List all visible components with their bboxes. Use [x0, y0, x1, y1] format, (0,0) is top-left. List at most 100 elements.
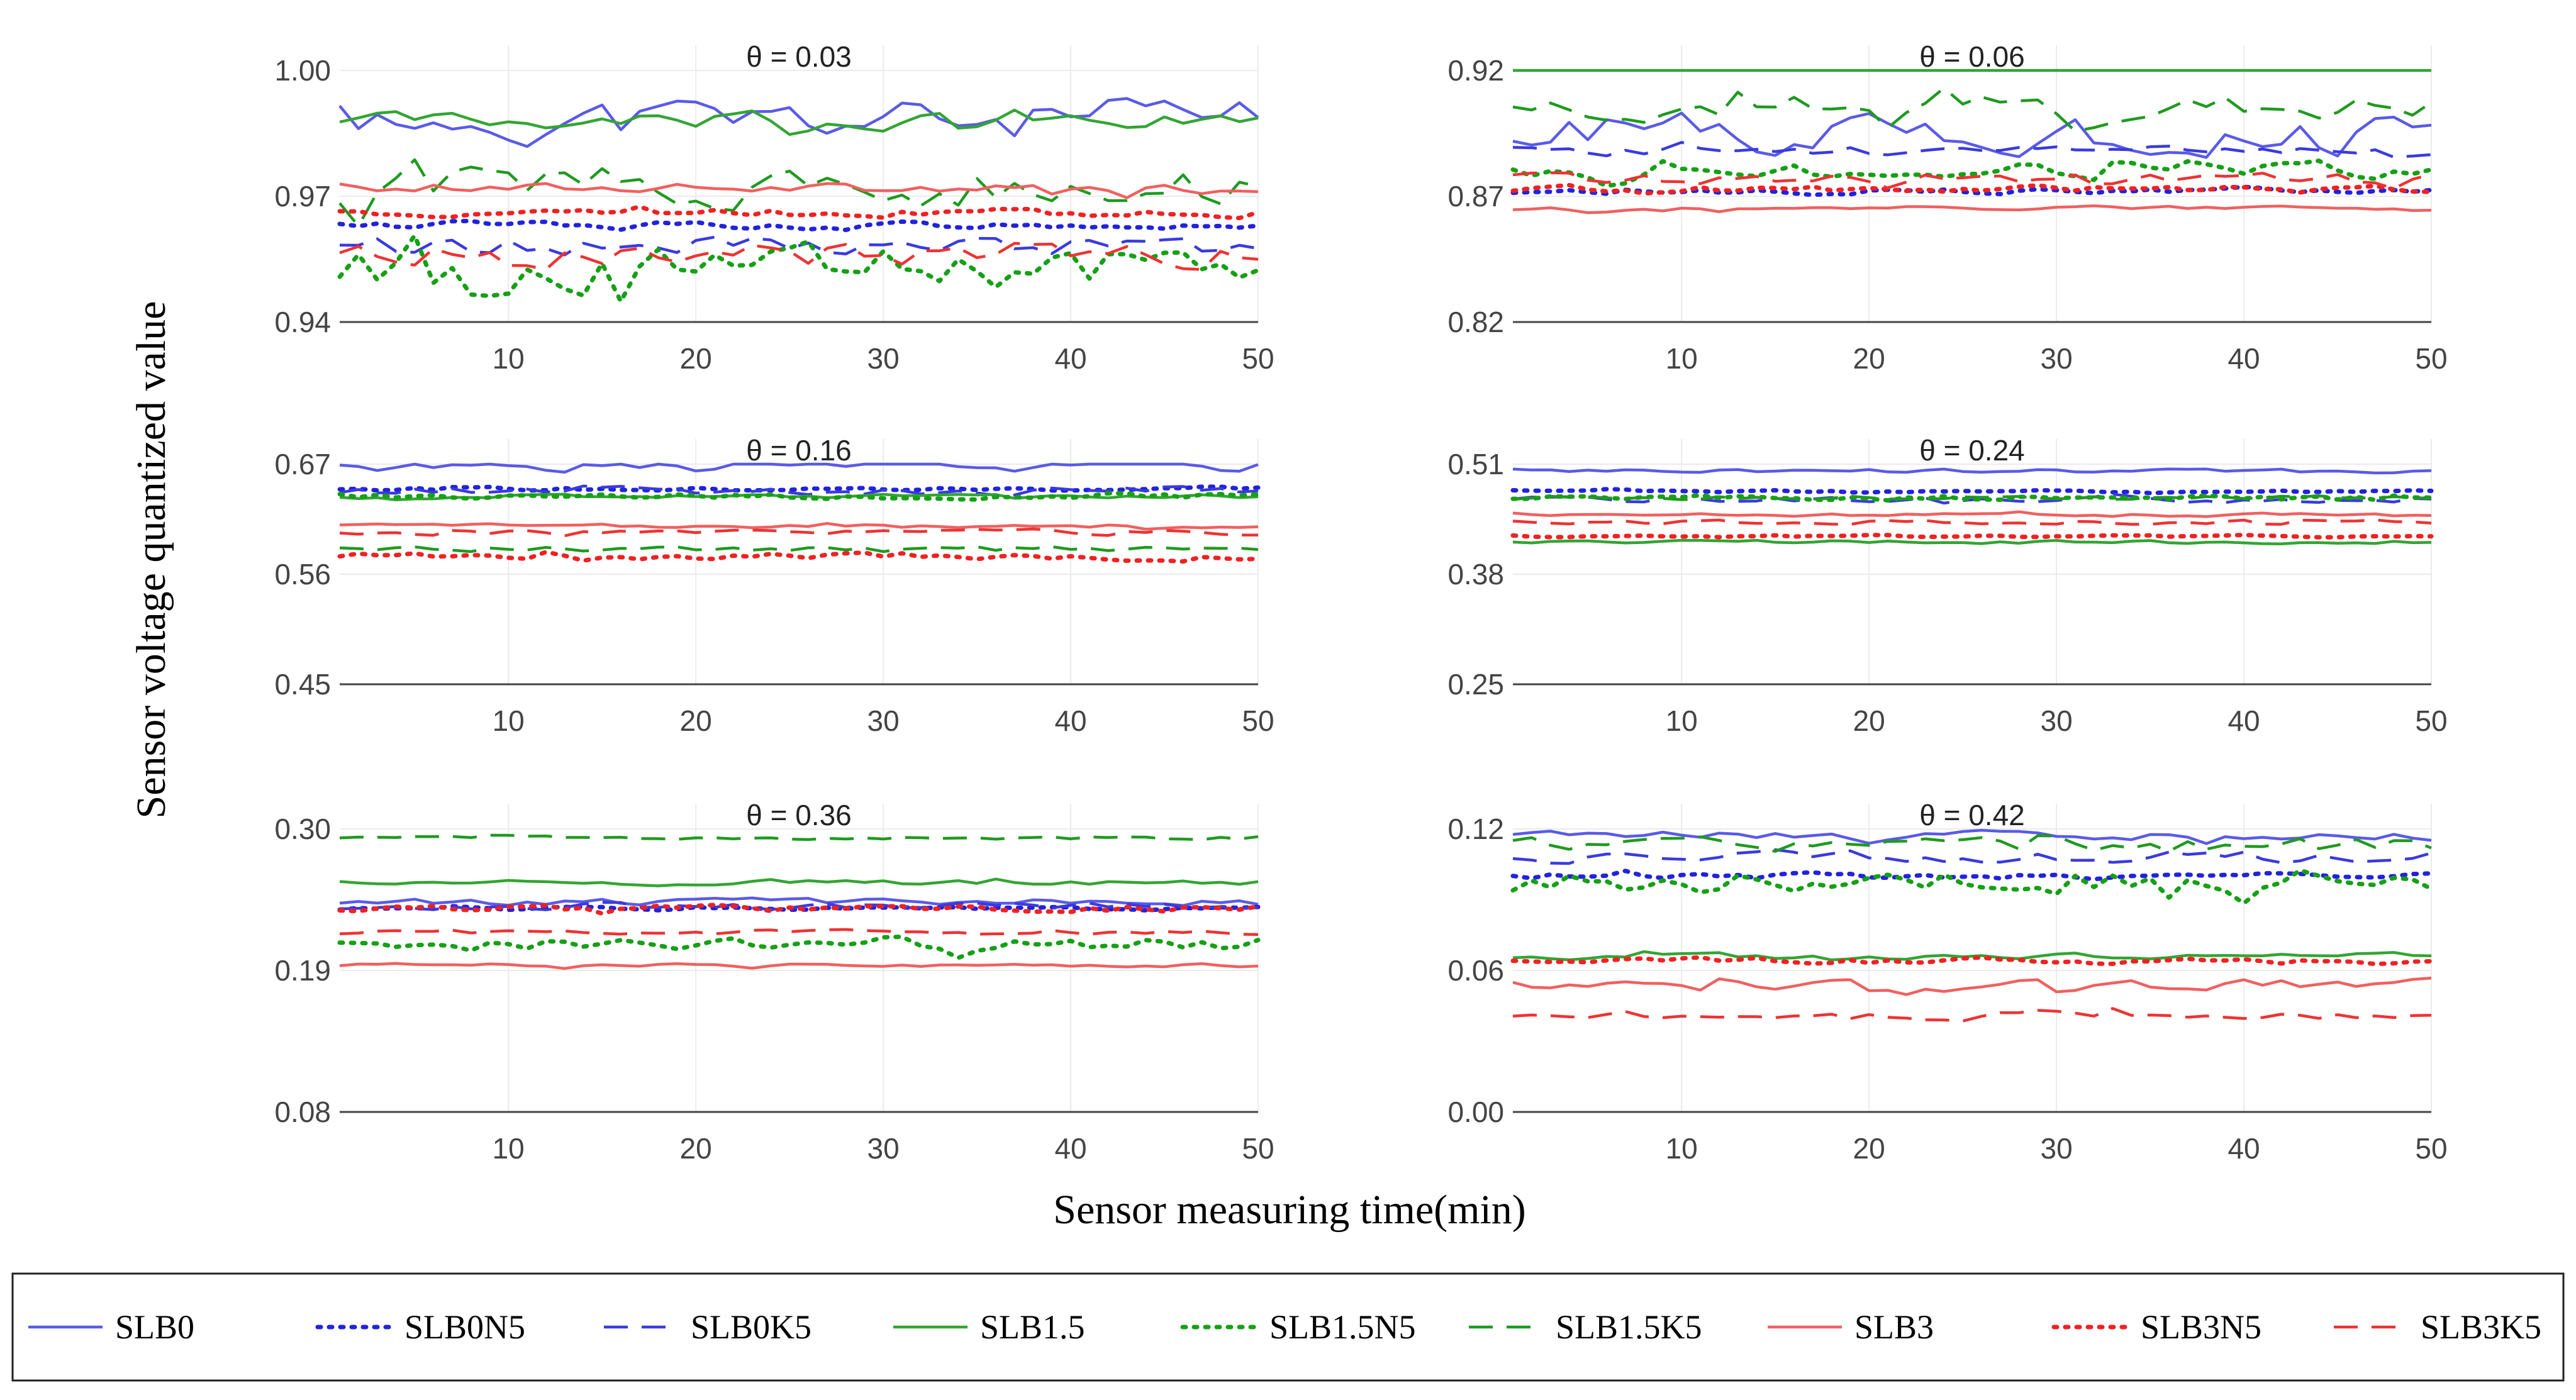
- series-line-slb3: [1512, 204, 2432, 214]
- series-line-slb3n5: [337, 204, 1261, 221]
- series-line-slb3: [1512, 510, 2432, 518]
- x-tick-label: 50: [2415, 704, 2447, 737]
- series-line-slb1-5: [339, 492, 1259, 502]
- y-tick-label: 0.45: [274, 668, 331, 701]
- panel-3: 0.45 0.56 0.67 10 20 30 40 50 θ = 0.16: [274, 434, 1274, 737]
- series-line-slb0k5: [339, 235, 1259, 257]
- y-tick-label: 0.08: [274, 1096, 331, 1128]
- x-tick-label: 40: [1054, 1132, 1086, 1165]
- y-tick-label: 0.06: [1447, 954, 1504, 987]
- series-line-slb1-5: [1512, 538, 2432, 545]
- series-line-slb3n5: [1510, 533, 2434, 540]
- series-line-slb3: [339, 962, 1259, 970]
- series-line-slb0k5: [1512, 848, 2432, 865]
- x-axis-label: Sensor measuring time(min): [1053, 1187, 1526, 1233]
- series-line-slb1-5n5: [337, 491, 1261, 502]
- panel-title: θ = 0.42: [1919, 799, 2025, 831]
- x-tick-label: 20: [680, 704, 712, 737]
- x-tick-label: 30: [867, 704, 899, 737]
- panel-6: 0.00 0.06 0.12 10 20 30 40 50 θ = 0.42: [1447, 799, 2447, 1165]
- series-line-slb0: [1512, 467, 2432, 475]
- x-tick-label: 10: [1666, 1132, 1698, 1165]
- y-tick-label: 0.51: [1447, 448, 1504, 481]
- legend-label: SLB3K5: [2421, 1308, 2541, 1346]
- y-tick-label: 0.00: [1447, 1096, 1504, 1128]
- series-line-slb3k5: [1512, 171, 2432, 191]
- series-line-slb3: [1512, 976, 2432, 996]
- legend-label: SLB3N5: [2141, 1308, 2261, 1346]
- series-line-slb1-5: [1512, 950, 2432, 962]
- series-line-slb0n5: [337, 218, 1261, 233]
- legend-label: SLB0N5: [404, 1308, 525, 1346]
- panel-title: θ = 0.03: [746, 40, 852, 73]
- x-tick-label: 10: [493, 1132, 525, 1165]
- panel-2: 0.82 0.87 0.92 10 20 30 40 50 θ = 0.06: [1447, 40, 2447, 375]
- y-axis-label: Sensor voltage quantized value: [128, 301, 174, 819]
- x-tick-label: 20: [680, 342, 712, 375]
- x-tick-label: 30: [2040, 342, 2072, 375]
- x-tick-label: 30: [867, 342, 899, 375]
- series-line-slb0: [1512, 828, 2432, 845]
- x-tick-label: 50: [1242, 704, 1274, 737]
- legend-label: SLB1.5: [980, 1308, 1085, 1346]
- series-line-slb3n5: [1510, 182, 2434, 196]
- series-line-slb1-5n5: [337, 934, 1261, 960]
- series-line-slb1-5: [339, 108, 1259, 136]
- x-tick-label: 10: [493, 704, 525, 737]
- series-line-slb3k5: [1512, 1007, 2432, 1023]
- series-line-slb1-5k5: [339, 545, 1259, 553]
- y-tick-label: 0.97: [274, 180, 331, 213]
- panel-1: 0.94 0.97 1.00 10 20 30 40 50 θ = 0.03: [274, 40, 1274, 375]
- series-line-slb1-5k5: [1512, 86, 2433, 133]
- x-tick-label: 10: [1666, 704, 1698, 737]
- x-tick-label: 30: [2040, 704, 2072, 737]
- series-line-slb0: [1512, 111, 2432, 159]
- series-line-slb0: [338, 97, 1259, 148]
- series-line-slb1-5n5: [1510, 493, 2434, 503]
- panel-5: 0.08 0.19 0.30 10 20 30 40 50 θ = 0.36: [274, 799, 1274, 1165]
- series-line-slb0k5: [339, 484, 1259, 497]
- x-tick-label: 40: [2228, 1132, 2260, 1165]
- x-tick-label: 50: [1242, 342, 1274, 375]
- series-line-slb0k5: [1512, 141, 2432, 159]
- x-tick-label: 20: [1853, 1132, 1885, 1165]
- x-tick-label: 30: [867, 1132, 899, 1165]
- y-tick-label: 0.94: [274, 306, 331, 338]
- x-tick-label: 40: [1054, 342, 1086, 375]
- x-tick-label: 40: [1054, 704, 1086, 737]
- series-line-slb1-5n5: [337, 233, 1261, 304]
- x-tick-label: 20: [1853, 342, 1885, 375]
- series-line-slb0n5: [337, 484, 1261, 493]
- x-tick-label: 20: [1853, 704, 1885, 737]
- legend-label: SLB1.5K5: [1556, 1308, 1702, 1346]
- series-line-slb3k5: [339, 928, 1259, 936]
- y-tick-label: 0.38: [1447, 558, 1504, 591]
- y-tick-label: 0.87: [1447, 180, 1504, 213]
- series-line-slb0: [339, 462, 1259, 474]
- series-line-slb0n5: [1510, 487, 2434, 496]
- series-line-slb1-5n5: [1510, 868, 2434, 906]
- series-line-slb0: [339, 896, 1259, 908]
- y-tick-label: 0.67: [274, 448, 331, 481]
- series-line-slb3k5: [1512, 518, 2432, 526]
- x-tick-label: 30: [2040, 1132, 2072, 1165]
- series-line-slb0n5: [1510, 869, 2434, 882]
- series-line-slb3n5: [337, 903, 1261, 916]
- x-tick-label: 10: [493, 342, 525, 375]
- series-line-slb1-5: [339, 877, 1259, 887]
- panel-title: θ = 0.24: [1919, 434, 2025, 467]
- series-line-slb3k5: [339, 242, 1259, 271]
- series-line-slb1-5k5: [338, 158, 1259, 228]
- x-tick-label: 10: [1666, 342, 1698, 375]
- series-line-slb3n5: [1510, 955, 2434, 967]
- legend-border: [11, 1272, 2565, 1382]
- y-tick-label: 0.92: [1447, 54, 1504, 87]
- series-line-slb1-5k5: [1512, 834, 2432, 853]
- panel-title: θ = 0.36: [746, 799, 852, 831]
- legend-label: SLB0: [115, 1308, 194, 1346]
- series-line-slb3: [339, 182, 1259, 199]
- series-line-slb1-5k5: [1512, 494, 2432, 501]
- legend: SLB0 SLB0N5 SLB0K5 SLB1.5 SLB1.5N5 SLB1.5K5 SL…: [11, 1272, 2565, 1382]
